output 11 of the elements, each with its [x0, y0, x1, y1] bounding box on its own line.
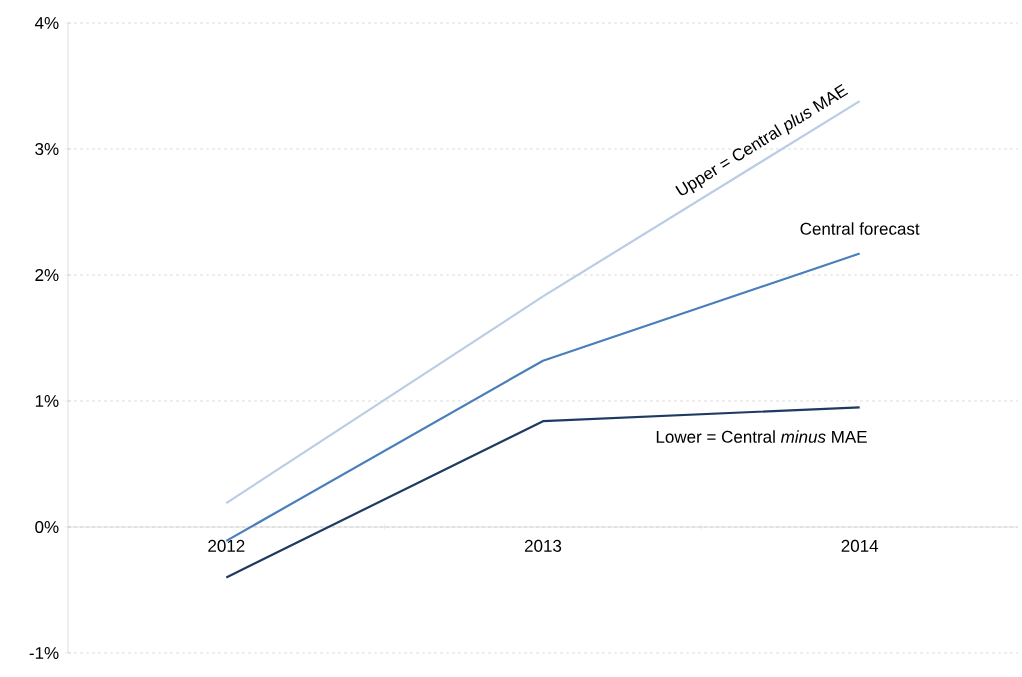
y-tick-label: 3% — [35, 142, 59, 156]
series-label: Central forecast — [800, 222, 920, 235]
x-tick-label: 2013 — [524, 539, 562, 552]
y-tick-label: 1% — [35, 395, 59, 407]
y-tick-label: 4% — [34, 17, 59, 29]
x-tick-label: 2012 — [208, 539, 245, 552]
y-tick-label: -1% — [29, 647, 59, 659]
x-tick-label: 2014 — [841, 539, 879, 552]
y-tick-label: 0% — [35, 520, 59, 534]
series-label: Lower = Central minus MAE — [656, 430, 867, 443]
y-tick-label: 2% — [35, 269, 59, 281]
